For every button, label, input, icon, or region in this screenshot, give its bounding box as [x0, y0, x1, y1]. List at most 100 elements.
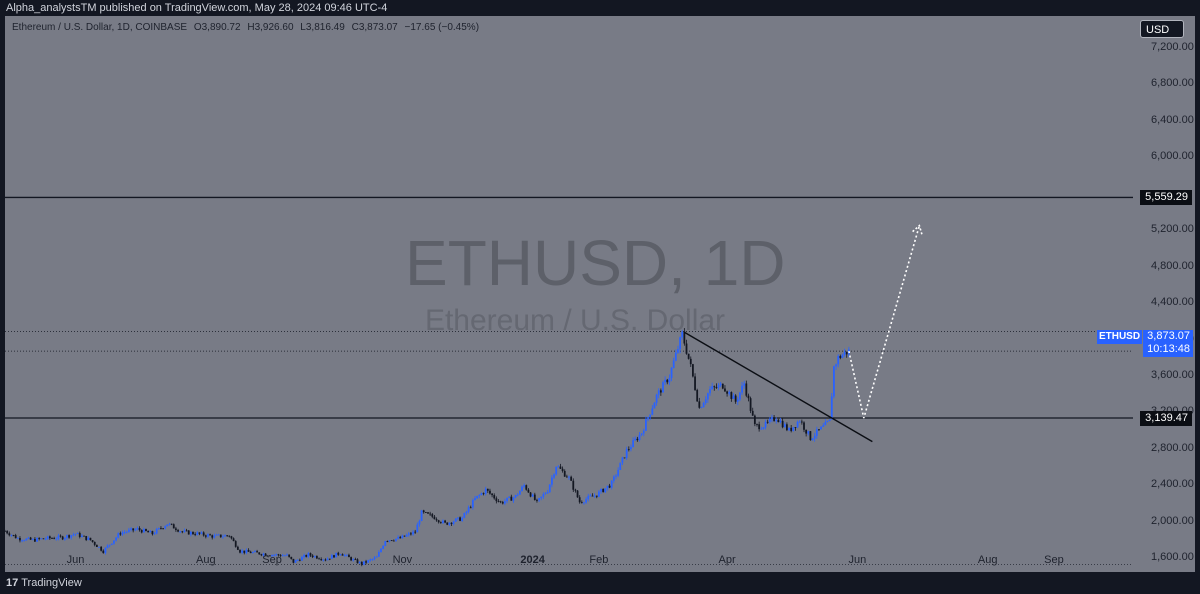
candle-body [318, 558, 320, 560]
candle-body [183, 530, 186, 532]
candle-body [621, 457, 624, 463]
tradingview-logo[interactable]: 17 TradingView [6, 577, 82, 589]
candle-body [463, 513, 466, 518]
candle-body [843, 351, 846, 355]
candle-body [739, 392, 741, 400]
time-tick-label: Aug [196, 554, 216, 566]
candle-body [538, 498, 540, 501]
candle-body [51, 538, 53, 539]
candle-body [634, 438, 637, 441]
low-label: L [300, 22, 306, 33]
candle-body [792, 427, 795, 431]
candle-body [504, 501, 506, 504]
candle-body [495, 498, 498, 502]
candle-body [36, 537, 38, 542]
candle-body [559, 466, 562, 469]
candle-body [418, 521, 421, 525]
level-label-lower: 3,139.47 [1140, 410, 1192, 426]
candle-body [339, 554, 342, 556]
candle-body [679, 337, 681, 350]
chart-area[interactable]: ETHUSD, 1D Ethereum / U.S. Dollar Ethere… [5, 16, 1195, 572]
candle-body [202, 532, 205, 536]
candle-body [226, 535, 229, 537]
candle-body [234, 541, 237, 547]
candle-body [512, 497, 515, 501]
candle-body [766, 421, 769, 423]
candle-body [145, 528, 147, 532]
price-chart[interactable] [5, 16, 1195, 572]
candle-body [529, 492, 532, 497]
time-tick-label: Nov [392, 554, 413, 566]
candle-body [649, 414, 652, 418]
candle-body [677, 349, 679, 353]
candle-body [775, 419, 778, 421]
candle-body [546, 492, 549, 494]
candle-body [228, 535, 231, 537]
candle-body [301, 557, 303, 561]
candle-body [283, 555, 286, 557]
candle-body [442, 520, 444, 523]
candle-body [506, 497, 508, 502]
candle-body [91, 540, 94, 542]
candle-body [837, 356, 840, 365]
currency-button[interactable]: USD [1140, 20, 1184, 38]
candle-body [598, 491, 600, 497]
candle-body [123, 532, 126, 533]
candle-body [155, 529, 158, 534]
candle-body [371, 559, 374, 560]
candle-body [194, 534, 197, 535]
candle-body [149, 531, 152, 533]
candle-body [674, 352, 677, 361]
candle-body [630, 447, 632, 450]
candle-body [277, 554, 280, 556]
candle-body [6, 531, 9, 534]
candle-body [354, 559, 357, 561]
candle-body [164, 526, 167, 529]
tradingview-logo-mark: 17 [6, 577, 19, 589]
candle-body [414, 531, 417, 533]
candle-body [66, 535, 68, 538]
candle-body [324, 559, 327, 561]
candle-body [85, 535, 88, 541]
candle-body [813, 435, 816, 439]
candle-body [46, 536, 49, 539]
candle-body [200, 532, 203, 534]
candle-body [21, 540, 23, 542]
candle-body [172, 524, 175, 529]
candle-body [773, 417, 775, 421]
candle-body [350, 557, 352, 561]
candle-body [72, 534, 75, 536]
time-tick-label: Feb [589, 554, 609, 566]
candle-body [251, 552, 254, 554]
candle-body [694, 376, 696, 390]
candle-body [168, 523, 171, 525]
candle-body [527, 489, 530, 493]
candle-body [805, 429, 808, 434]
candle-body [570, 476, 573, 481]
candle-body [249, 551, 252, 554]
price-tick-label: 2,800.00 [1151, 441, 1194, 454]
candle-body [841, 354, 844, 358]
candle-body [647, 417, 649, 420]
high-label: H [247, 22, 255, 33]
candle-body [662, 382, 664, 393]
candle-body [568, 476, 570, 478]
candle-body [422, 510, 425, 513]
candle-body [397, 537, 399, 539]
candle-body [76, 532, 79, 534]
candle-body [356, 559, 359, 564]
candle-body [247, 549, 250, 552]
candle-body [245, 549, 248, 553]
candle-body [615, 475, 617, 477]
candle-body [659, 390, 662, 393]
candle-body [751, 410, 754, 416]
candle-body [44, 538, 47, 540]
candle-body [95, 544, 98, 548]
candle-body [125, 531, 128, 533]
candle-body [625, 449, 628, 458]
candle-body [783, 424, 786, 428]
candle-body [521, 486, 523, 491]
candle-body [826, 421, 829, 422]
candle-body [833, 366, 835, 397]
candle-body [358, 561, 361, 564]
